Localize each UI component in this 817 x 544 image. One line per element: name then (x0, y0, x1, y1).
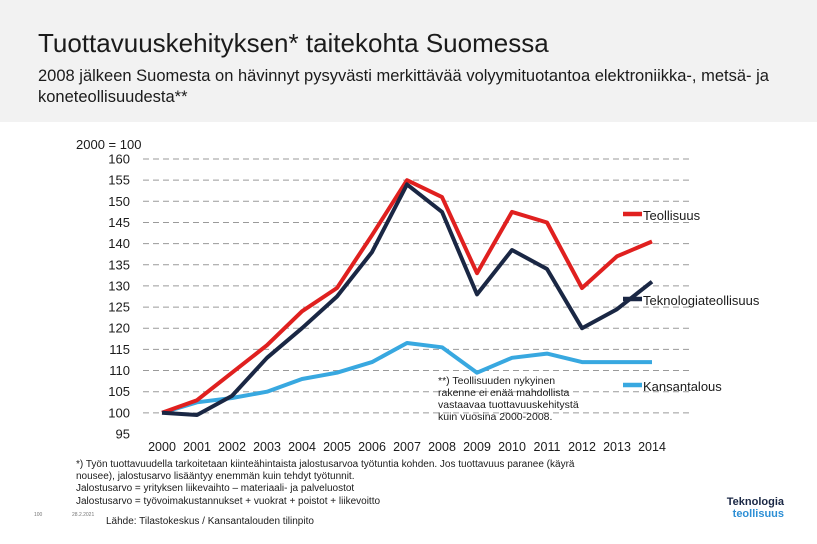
footnote: *) Työn tuottavuudella tarkoitetaan kiin… (76, 459, 676, 508)
y-axis-base-label: 2000 = 100 (76, 137, 142, 152)
legend: Teollisuus Teknologiateollisuus Kansanta… (623, 208, 760, 394)
footnote-line-3: Jalostusarvo = yrityksen liikevaihto – m… (76, 483, 355, 495)
y-tick-135: 135 (108, 257, 130, 272)
y-tick-130: 130 (108, 278, 130, 293)
logo-line-1: Teknologia (726, 496, 784, 508)
annotation-line-2: rakenne ei enää mahdollista (438, 387, 569, 399)
brand-logo: Teknologia teollisuus (694, 496, 784, 520)
page-title: Tuottavuuskehityksen* taitekohta Suomess… (38, 28, 549, 58)
y-tick-110: 110 (109, 363, 130, 378)
series-line-teknologia (161, 182, 654, 417)
x-tick-2003: 2003 (253, 440, 281, 454)
y-tick-105: 105 (108, 384, 130, 399)
x-tick-2006: 2006 (358, 440, 386, 454)
x-tick-2002: 2002 (218, 440, 246, 454)
series-line-teollisuus (161, 178, 653, 415)
annotation-line-1: **) Teollisuuden nykyinen (438, 375, 555, 387)
x-tick-2001: 2001 (183, 440, 211, 454)
series-line-kansantalous (161, 341, 652, 415)
header-band (0, 0, 817, 122)
annotation-line-3: vastaavaa tuottavuuskehitystä (438, 399, 579, 411)
x-tick-2005: 2005 (323, 440, 351, 454)
y-tick-95: 95 (116, 427, 130, 442)
x-tick-labels: 2000 2001 2002 2003 2004 2005 2006 2007 2008 2009… (148, 440, 666, 454)
x-tick-2009: 2009 (463, 440, 491, 454)
page-number: 100 (34, 512, 43, 518)
y-tick-145: 145 (108, 215, 130, 230)
y-tick-120: 120 (108, 321, 130, 336)
y-tick-125: 125 (108, 300, 130, 315)
page-subtitle: 2008 jälkeen Suomesta on hävinnyt pysyvä… (38, 67, 769, 106)
y-tick-labels: 95 100 105 110 115 120 125 130 135 140 145 150 155 16… (108, 152, 130, 442)
chart-annotation: **) Teollisuuden nykyinen rakenne ei enä… (438, 375, 579, 423)
x-tick-2000: 2000 (148, 440, 176, 454)
x-tick-2008: 2008 (428, 440, 456, 454)
footnote-line-4: Jalostusarvo = työvoimakustannukset + vu… (76, 495, 381, 507)
x-tick-2014: 2014 (638, 440, 666, 454)
x-tick-2013: 2013 (603, 440, 631, 454)
y-tick-100: 100 (108, 405, 130, 420)
x-tick-2010: 2010 (498, 440, 526, 454)
x-tick-2004: 2004 (288, 440, 316, 454)
footnote-line-2: nousee), jalostusarvo lisääntyy enemmän … (76, 471, 355, 483)
legend-label-teollisuus: Teollisuus (643, 208, 701, 223)
legend-label-teknologia: Teknologiateollisuus (643, 293, 760, 308)
y-tick-160: 160 (108, 152, 130, 167)
x-tick-2011: 2011 (534, 440, 561, 454)
legend-label-kansantalous: Kansantalous (643, 379, 722, 394)
x-tick-2007: 2007 (393, 440, 421, 454)
y-tick-155: 155 (108, 173, 130, 188)
series-lines (161, 178, 654, 417)
y-tick-150: 150 (108, 194, 130, 209)
logo-line-2: teollisuus (732, 508, 784, 520)
x-tick-2012: 2012 (568, 440, 596, 454)
source-note: Lähde: Tilastokeskus / Kansantalouden ti… (106, 516, 314, 527)
footnote-line-1: *) Työn tuottavuudella tarkoitetaan kiin… (76, 459, 575, 470)
annotation-line-4: kuin vuosina 2000-2008. (438, 411, 552, 423)
slide-date: 28.2.2021 (72, 512, 95, 518)
y-tick-115: 115 (109, 342, 130, 357)
gridlines (143, 158, 690, 414)
y-tick-140: 140 (108, 236, 130, 251)
